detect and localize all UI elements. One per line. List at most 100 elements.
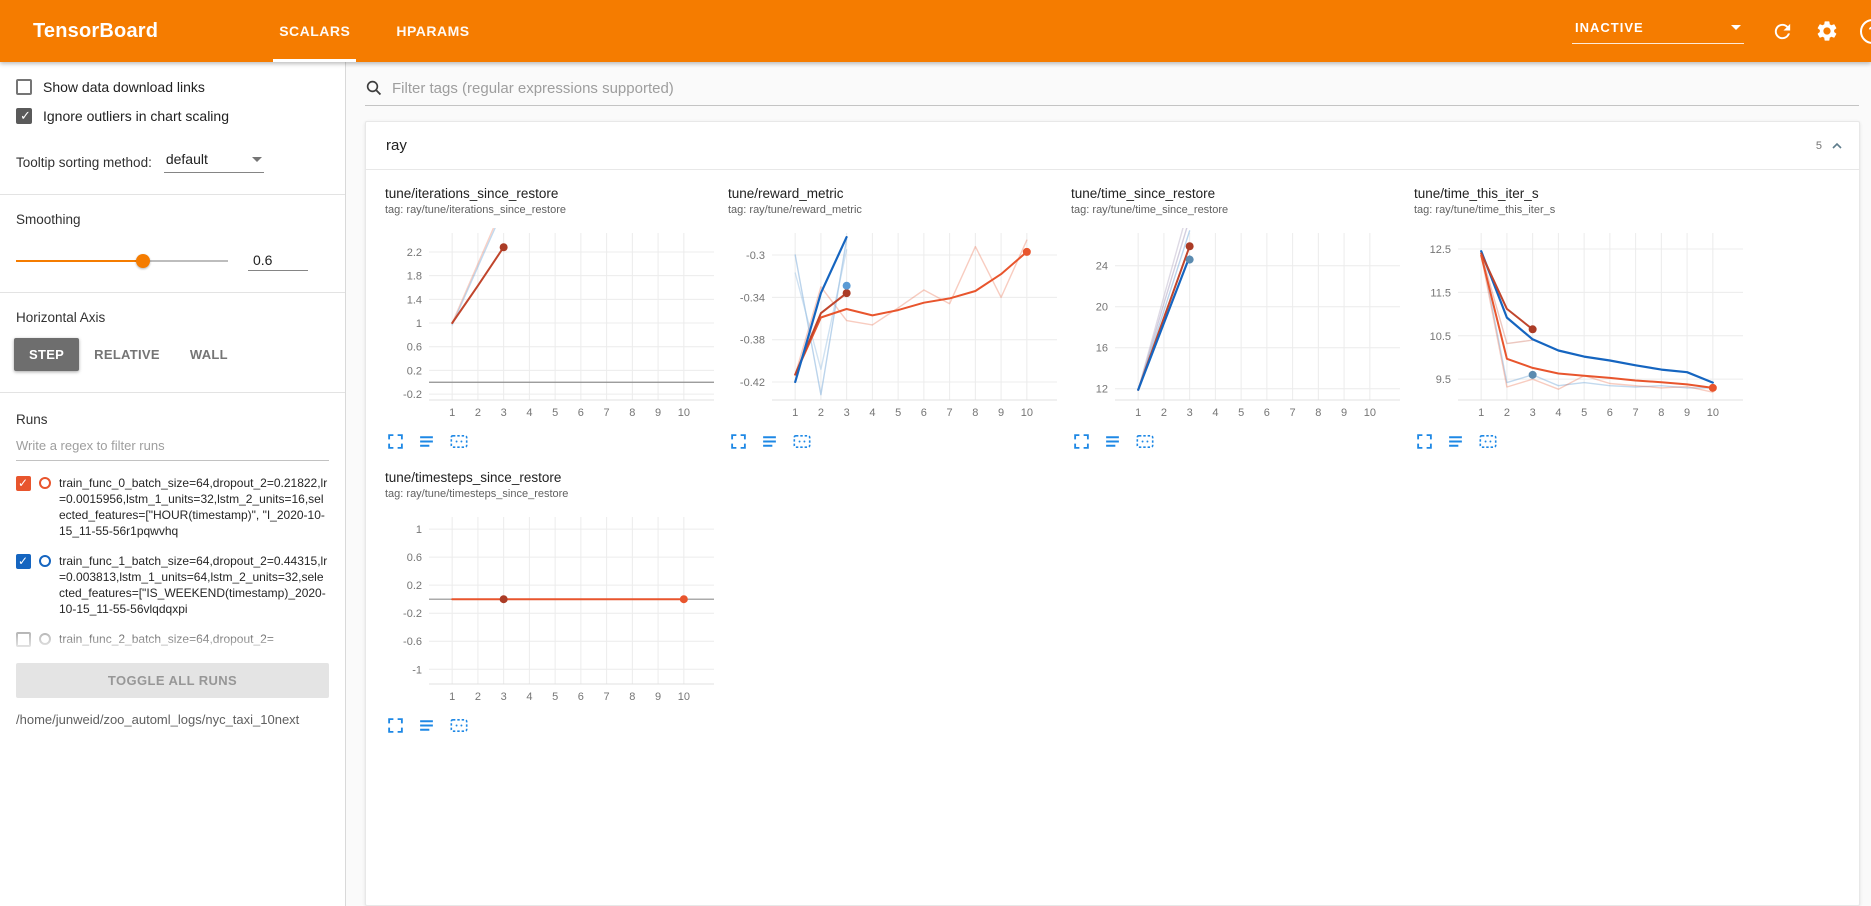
fit-domain-button[interactable] xyxy=(449,433,469,450)
svg-text:3: 3 xyxy=(1530,407,1536,419)
status-label: INACTIVE xyxy=(1575,20,1644,35)
dashed-box-icon xyxy=(1136,435,1154,448)
tag-filter-row xyxy=(365,79,1859,106)
category-card-header[interactable]: ray 5 xyxy=(366,122,1859,170)
svg-text:1: 1 xyxy=(449,407,455,419)
fit-domain-button[interactable] xyxy=(792,433,812,450)
svg-text:10: 10 xyxy=(1707,407,1719,419)
svg-text:8: 8 xyxy=(629,407,635,419)
chart-title: tune/iterations_since_restore xyxy=(385,186,559,201)
svg-text:5: 5 xyxy=(552,691,558,703)
ignore-outliers-checkbox[interactable] xyxy=(16,108,32,124)
chart-title: tune/timesteps_since_restore xyxy=(385,470,562,485)
settings-button[interactable] xyxy=(1815,19,1839,43)
svg-text:-0.38: -0.38 xyxy=(740,335,765,347)
run-color-circle[interactable] xyxy=(39,477,51,489)
fullscreen-button[interactable] xyxy=(1073,433,1090,450)
tab-scalars[interactable]: SCALARS xyxy=(273,0,357,62)
svg-text:-0.34: -0.34 xyxy=(740,292,765,304)
fullscreen-button[interactable] xyxy=(730,433,747,450)
svg-text:1: 1 xyxy=(416,318,422,330)
run-item[interactable]: train_func_0_batch_size=64,dropout_2=0.2… xyxy=(16,475,329,539)
gear-icon xyxy=(1817,21,1837,41)
svg-text:1: 1 xyxy=(449,691,455,703)
svg-text:10: 10 xyxy=(678,407,690,419)
help-button[interactable] xyxy=(1860,18,1871,44)
view-data-button[interactable] xyxy=(1104,433,1121,450)
axis-wall-button[interactable]: WALL xyxy=(175,338,243,371)
show-download-links-row[interactable]: Show data download links xyxy=(16,79,329,95)
run-checkbox[interactable] xyxy=(16,475,31,491)
svg-text:-0.2: -0.2 xyxy=(403,389,422,401)
chart-card: tune/reward_metric tag: ray/tune/reward_… xyxy=(728,186,1058,450)
axis-step-button[interactable]: STEP xyxy=(14,338,80,371)
tooltip-sorting-dropdown[interactable]: default xyxy=(163,151,264,173)
svg-text:-1: -1 xyxy=(412,664,422,676)
category-card: ray 5 tune/iterations_since_restore tag:… xyxy=(365,121,1860,906)
svg-text:1: 1 xyxy=(792,407,798,419)
show-download-links-checkbox[interactable] xyxy=(16,79,32,95)
svg-text:2: 2 xyxy=(1161,407,1167,419)
run-checkbox[interactable] xyxy=(16,553,31,569)
fit-domain-button[interactable] xyxy=(1478,433,1498,450)
show-download-links-label: Show data download links xyxy=(43,79,205,95)
caret-down-icon xyxy=(251,156,262,162)
view-data-button[interactable] xyxy=(1447,433,1464,450)
smoothing-value-input[interactable] xyxy=(248,250,308,271)
svg-text:6: 6 xyxy=(921,407,927,419)
svg-text:1.8: 1.8 xyxy=(407,271,422,283)
chart-plot[interactable]: 1 2 3 4 5 6 7 8 9 10 9.5 10.5 11.5 12.5 xyxy=(1414,228,1744,424)
toggle-all-runs-button[interactable]: TOGGLE ALL RUNS xyxy=(16,663,329,698)
svg-text:8: 8 xyxy=(1315,407,1321,419)
svg-text:10.5: 10.5 xyxy=(1430,331,1451,343)
svg-text:7: 7 xyxy=(604,407,610,419)
header-actions: INACTIVE xyxy=(1572,0,1871,62)
view-data-button[interactable] xyxy=(418,433,435,450)
slider-thumb[interactable] xyxy=(136,253,151,268)
chart-plot[interactable]: 1 2 3 4 5 6 7 8 9 10 -0.2 0.2 0.6 1 1.4 1.8 2.2 xyxy=(385,228,715,424)
svg-text:2.2: 2.2 xyxy=(407,247,422,259)
svg-text:5: 5 xyxy=(1581,407,1587,419)
svg-text:4: 4 xyxy=(1555,407,1561,419)
smoothing-slider-fill xyxy=(16,259,144,262)
view-data-button[interactable] xyxy=(761,433,778,450)
svg-text:3: 3 xyxy=(501,407,507,419)
runs-filter-input[interactable] xyxy=(16,429,329,461)
tab-hparams[interactable]: HPARAMS xyxy=(396,23,470,39)
svg-text:1: 1 xyxy=(416,524,422,536)
svg-text:7: 7 xyxy=(947,407,953,419)
tag-filter-input[interactable] xyxy=(392,79,1859,97)
smoothing-slider[interactable] xyxy=(16,253,228,268)
chart-plot[interactable]: 1 2 3 4 5 6 7 8 9 10 -1 -0.6 -0.2 0.2 0.6 1 xyxy=(385,512,715,708)
status-dropdown[interactable]: INACTIVE xyxy=(1572,18,1744,44)
svg-text:7: 7 xyxy=(604,691,610,703)
ignore-outliers-row[interactable]: Ignore outliers in chart scaling xyxy=(16,108,329,124)
fit-domain-button[interactable] xyxy=(449,717,469,734)
runs-list: train_func_0_batch_size=64,dropout_2=0.2… xyxy=(16,475,329,647)
axis-button-group: STEP RELATIVE WALL xyxy=(14,338,329,371)
fullscreen-button[interactable] xyxy=(387,717,404,734)
chart-toolbar xyxy=(1414,433,1744,450)
svg-text:5: 5 xyxy=(895,407,901,419)
chart-plot[interactable]: 1 2 3 4 5 6 7 8 9 10 -0.42 -0.38 -0.34 -0.3 xyxy=(728,228,1058,424)
fit-domain-button[interactable] xyxy=(1135,433,1155,450)
horizontal-axis-label: Horizontal Axis xyxy=(16,310,106,325)
tooltip-sorting-label: Tooltip sorting method: xyxy=(16,154,152,170)
smoothing-label: Smoothing xyxy=(16,212,81,227)
fullscreen-button[interactable] xyxy=(1416,433,1433,450)
svg-text:24: 24 xyxy=(1096,261,1108,273)
svg-text:9: 9 xyxy=(1684,407,1690,419)
chart-tag: tag: ray/tune/iterations_since_restore xyxy=(385,204,566,216)
lines-icon xyxy=(420,436,433,447)
run-color-circle[interactable] xyxy=(39,555,51,567)
axis-relative-button[interactable]: RELATIVE xyxy=(79,338,175,371)
svg-text:6: 6 xyxy=(1264,407,1270,419)
refresh-button[interactable] xyxy=(1771,20,1794,43)
view-data-button[interactable] xyxy=(418,717,435,734)
svg-text:5: 5 xyxy=(552,407,558,419)
run-item[interactable]: train_func_1_batch_size=64,dropout_2=0.4… xyxy=(16,553,329,617)
svg-text:11.5: 11.5 xyxy=(1430,287,1451,299)
fullscreen-button[interactable] xyxy=(387,433,404,450)
chevron-up-icon[interactable] xyxy=(1829,138,1845,154)
